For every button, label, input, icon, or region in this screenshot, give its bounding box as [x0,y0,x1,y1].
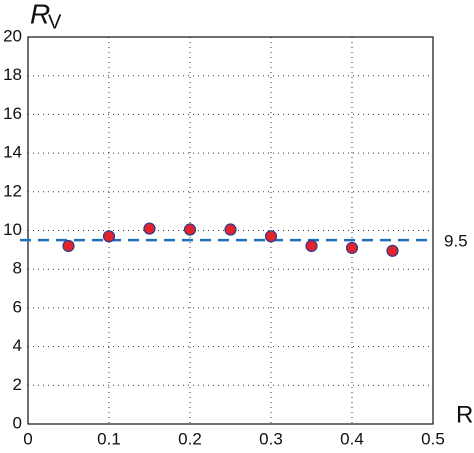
y-tick-label: 12 [3,181,22,200]
x-tick-label: 0.2 [178,429,202,448]
y-tick-label: 2 [13,375,22,394]
y-tick-label: 14 [3,143,22,162]
point [386,244,399,257]
x-tick-label: 0.4 [340,429,364,448]
x-tick-label: 0.5 [421,429,445,448]
y-tick-label: 8 [13,259,22,278]
plot-frame [27,36,434,425]
y-tick-label: 0 [13,413,22,432]
point [224,223,237,236]
y-axis-label-sub: V [48,11,62,33]
y-tick-label: 18 [3,65,22,84]
point [102,230,116,243]
y-tick-label: 10 [3,220,22,239]
x-tick-label: 0.3 [259,429,283,448]
point [183,223,197,236]
y-tick-label: 20 [3,26,22,45]
point [305,239,318,253]
y-axis-label: R [30,0,50,29]
point [62,239,75,253]
y-tick-label: 6 [13,297,22,316]
x-tick-label: 0.1 [97,429,121,448]
x-axis-label: R [456,401,473,428]
point [143,222,156,235]
point [264,230,278,243]
y-tick-label: 16 [3,104,22,123]
reference-label: 9.5 [444,232,468,251]
point [345,241,359,255]
y-tick-label: 4 [13,336,22,355]
x-tick-label: 0 [23,429,32,448]
